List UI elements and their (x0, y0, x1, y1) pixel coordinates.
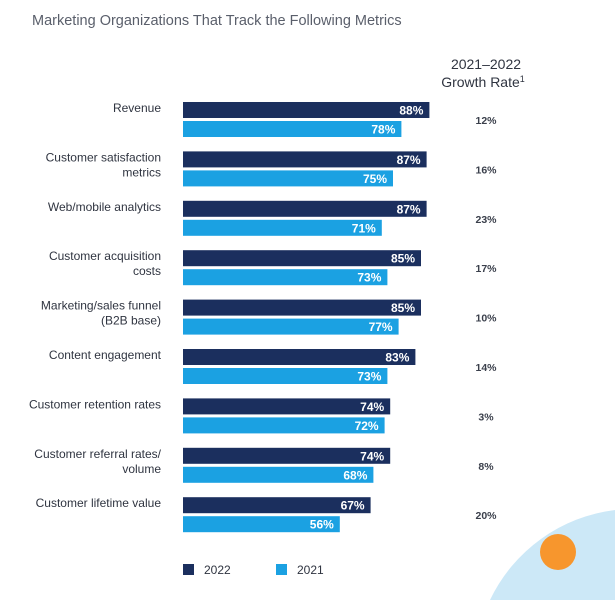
bar-2022 (183, 102, 430, 118)
category-label-line: Customer satisfaction (46, 150, 161, 164)
bar-2022 (183, 250, 421, 267)
category-label-line: Customer lifetime value (36, 496, 162, 510)
bar-2022 (183, 497, 371, 514)
category-label-line: Marketing/sales funnel (41, 299, 161, 313)
bar-value-label: 78% (371, 123, 395, 137)
legend-label-2022: 2022 (204, 563, 231, 577)
bar-2021 (183, 170, 393, 187)
category-label-line: Revenue (113, 101, 161, 115)
category-label: Revenue (113, 101, 161, 115)
bar-value-label: 87% (397, 202, 421, 216)
category-label-line: Customer retention rates (29, 397, 161, 411)
category-label-line: (B2B base) (101, 314, 161, 328)
bar-2021 (183, 318, 399, 335)
category-label: Customer referral rates/volume (34, 447, 161, 476)
legend-swatch-2021 (276, 564, 287, 575)
category-label: Content engagement (49, 348, 162, 362)
bar-value-label: 85% (391, 252, 415, 266)
bar-2021 (183, 516, 340, 533)
legend-swatch-2022 (183, 564, 194, 575)
category-label: Customer acquisition costs (49, 249, 161, 278)
growth-header-line2: Growth Rate1 (441, 74, 525, 90)
growth-rate-value: 10% (475, 313, 497, 325)
bar-value-label: 87% (397, 153, 421, 167)
category-label-line: Customer referral rates/ (34, 447, 161, 461)
growth-rate-value: 23% (475, 214, 497, 226)
bar-2022 (183, 398, 391, 415)
category-label: Web/mobile analytics (48, 200, 161, 214)
category-label: Marketing/sales funnel (B2B base) (41, 299, 161, 328)
growth-header-line1: 2021–2022 (451, 56, 521, 72)
bar-2022 (183, 349, 416, 365)
legend: 2022 2021 (183, 563, 324, 577)
growth-rate-value: 17% (475, 263, 497, 275)
bar-value-label: 56% (310, 518, 334, 532)
bar-value-label: 73% (357, 370, 381, 384)
bar-value-label: 75% (363, 172, 387, 186)
bar-2021 (183, 269, 388, 286)
bar-value-label: 85% (391, 301, 415, 315)
bar-value-label: 72% (355, 419, 379, 433)
bar-value-label: 74% (360, 449, 384, 463)
growth-rate-value: 12% (475, 115, 497, 127)
growth-rate-value: 14% (475, 362, 497, 374)
bar-2021 (183, 466, 374, 483)
growth-rate-value: 8% (478, 461, 494, 473)
category-label-line: volume (122, 462, 161, 476)
category-label-line: Customer acquisition (49, 249, 161, 263)
growth-header-text: Growth Rate (441, 74, 520, 90)
bar-2021 (183, 121, 402, 137)
legend-label-2021: 2021 (297, 563, 324, 577)
category-label: Customer satisfaction metrics (46, 150, 161, 179)
bar-2022 (183, 447, 391, 464)
bar-value-label: 77% (369, 320, 393, 334)
chart-title: Marketing Organizations That Track the F… (32, 13, 402, 29)
bars: Revenue 88% 78% 12% Customer satisfaction met… (29, 101, 497, 533)
bar-2021 (183, 417, 385, 434)
decorative-circle (540, 534, 576, 570)
category-label: Customer retention rates (29, 397, 161, 411)
bar-2022 (183, 200, 427, 217)
bar-value-label: 71% (352, 221, 376, 235)
bar-value-label: 73% (357, 271, 381, 285)
category-label-line: Content engagement (49, 348, 162, 362)
growth-rate-value: 3% (478, 411, 494, 423)
bar-2021 (183, 368, 388, 384)
bar-value-label: 67% (341, 499, 365, 513)
bar-value-label: 74% (360, 400, 384, 414)
bar-2022 (183, 299, 421, 316)
category-label-line: metrics (122, 165, 161, 179)
bar-value-label: 83% (385, 351, 409, 365)
category-label: Customer lifetime value (36, 496, 162, 510)
bar-2022 (183, 151, 427, 168)
growth-footnote: 1 (520, 74, 525, 84)
category-label-line: Web/mobile analytics (48, 200, 161, 214)
bar-value-label: 88% (399, 104, 423, 118)
growth-rate-value: 16% (475, 164, 497, 176)
category-label-line: costs (133, 264, 161, 278)
bar-2021 (183, 219, 382, 236)
bar-value-label: 68% (343, 468, 367, 482)
growth-rate-value: 20% (475, 510, 497, 522)
